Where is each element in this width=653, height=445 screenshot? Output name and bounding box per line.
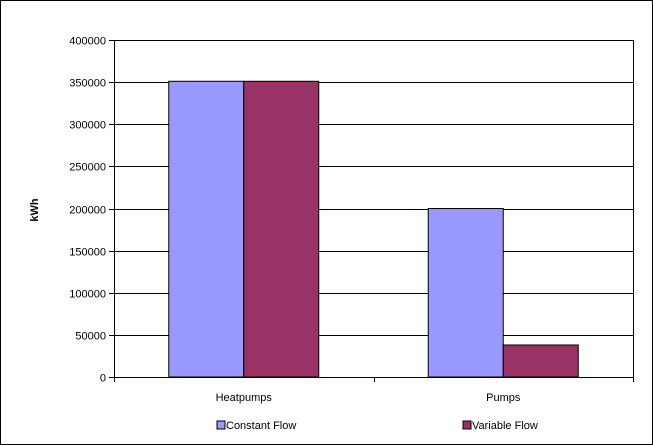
legend-label: Constant Flow xyxy=(226,420,296,432)
y-tick-label: 300000 xyxy=(69,120,106,132)
x-axis-tick-labels: Heatpumps Pumps xyxy=(216,392,521,404)
bar-constant-flow-pumps xyxy=(427,208,504,378)
legend-item: Constant Flow xyxy=(216,420,296,432)
y-tick-label: 250000 xyxy=(69,162,106,174)
y-tick-label: 0 xyxy=(100,373,106,385)
y-tick-label: 350000 xyxy=(69,78,106,90)
y-axis-label: kWh xyxy=(29,198,41,222)
legend: Constant Flow Variable Flow xyxy=(216,420,538,432)
y-axis-tick-labels: 0 50000 100000 150000 200000 250000 300000 3500… xyxy=(69,36,106,385)
axes xyxy=(114,40,634,382)
y-tick-label: 200000 xyxy=(69,205,106,217)
legend-label: Variable Flow xyxy=(472,420,538,432)
bars xyxy=(168,80,579,378)
y-tick-label: 100000 xyxy=(69,289,106,301)
legend-swatch xyxy=(216,420,226,430)
y-tick-label: 400000 xyxy=(69,36,106,48)
x-tick-label: Pumps xyxy=(486,392,521,404)
bar-variable-flow-pumps xyxy=(502,344,579,378)
bar-constant-flow-heatpumps xyxy=(168,80,245,378)
y-tick-label: 150000 xyxy=(69,247,106,259)
bar-variable-flow-heatpumps xyxy=(243,80,320,378)
y-tick-label: 50000 xyxy=(75,331,106,343)
x-tick-label: Heatpumps xyxy=(216,392,273,404)
legend-item: Variable Flow xyxy=(462,420,538,432)
legend-swatch xyxy=(462,420,472,430)
